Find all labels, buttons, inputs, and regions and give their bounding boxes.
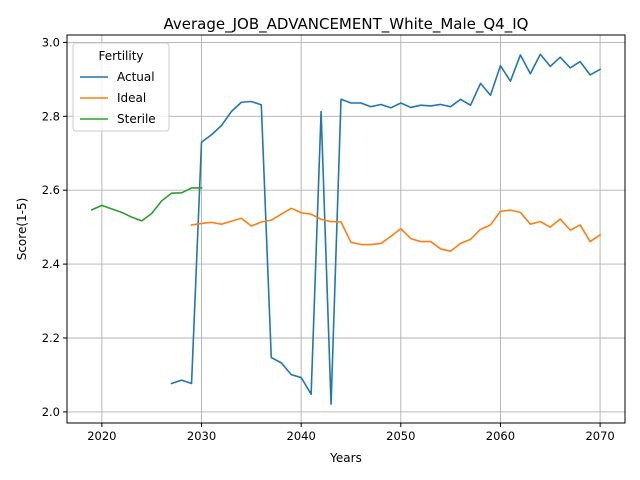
y-axis: 2.0 2.2 2.4 2.6 2.8 3.0: [42, 35, 67, 419]
plot-frame: [66, 34, 626, 424]
series-line-actual: [170, 53, 602, 405]
legend-label-ideal: Ideal: [117, 91, 146, 105]
legend-label-actual: Actual: [117, 70, 155, 84]
y-tick-label: 2.0: [42, 405, 60, 419]
x-axis: 2020 2030 2040 2050 2060 2070: [87, 423, 615, 443]
x-tick-label: 2030: [187, 429, 216, 443]
x-tick-label: 2070: [585, 429, 614, 443]
y-axis-label: Score(1-5): [15, 198, 29, 261]
y-tick-label: 2.6: [42, 183, 60, 197]
x-tick-label: 2020: [87, 429, 116, 443]
y-tick-label: 3.0: [42, 35, 60, 49]
legend: Fertility Actual Ideal Sterile: [72, 42, 170, 132]
x-axis-label: Years: [329, 451, 362, 465]
x-tick-label: 2040: [287, 429, 316, 443]
grid: [67, 35, 625, 423]
chart-title: Average_JOB_ADVANCEMENT_White_Male_Q4_IQ: [164, 15, 529, 34]
y-tick-label: 2.8: [42, 109, 60, 123]
series-line-ideal: [190, 207, 602, 252]
y-tick-label: 2.2: [42, 331, 60, 345]
legend-box: [72, 42, 170, 132]
legend-title: Fertility: [98, 49, 143, 63]
y-tick-label: 2.4: [42, 257, 60, 271]
x-tick-label: 2060: [486, 429, 515, 443]
legend-label-sterile: Sterile: [117, 112, 156, 126]
x-tick-label: 2050: [386, 429, 415, 443]
series-line-sterile: [90, 187, 203, 222]
series-layer: [90, 53, 602, 405]
